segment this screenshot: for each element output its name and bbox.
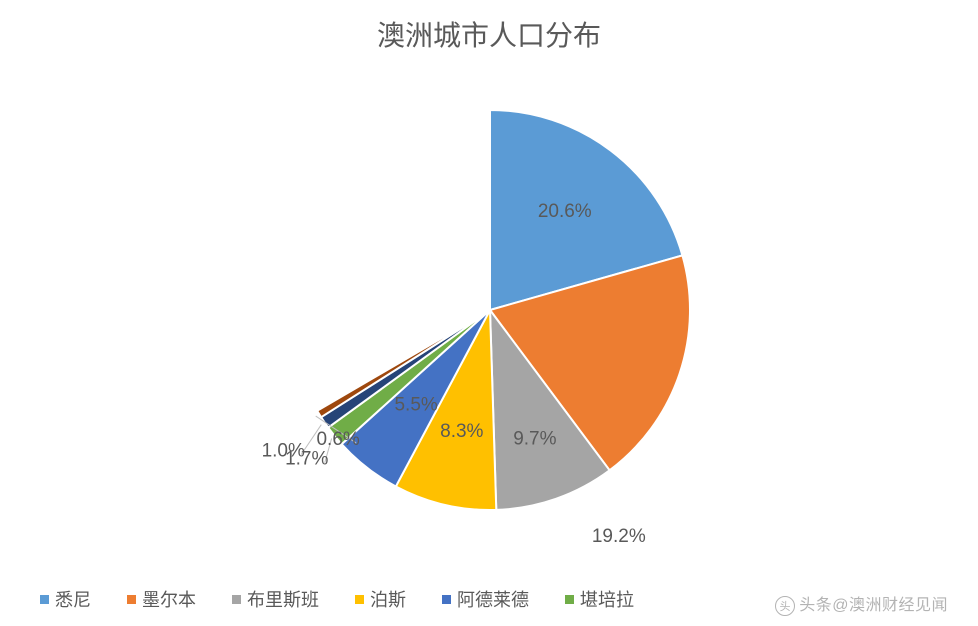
- legend-item: 泊斯: [355, 586, 406, 612]
- legend-item: 堪培拉: [565, 586, 634, 612]
- legend-item: 悉尼: [40, 586, 91, 612]
- legend-marker: [127, 595, 136, 604]
- legend-item: 布里斯班: [232, 586, 319, 612]
- slice-label: 20.6%: [538, 201, 592, 222]
- legend-label: 堪培拉: [580, 586, 634, 612]
- watermark-icon: 头: [775, 596, 795, 616]
- legend-label: 悉尼: [55, 586, 91, 612]
- pie-chart: 20.6%19.2%9.7%8.3%5.5%1.7%1.0%0.6%: [0, 50, 978, 570]
- legend-marker: [40, 595, 49, 604]
- watermark-text: 头条@澳洲财经见闻: [799, 597, 948, 614]
- legend-label: 墨尔本: [142, 586, 196, 612]
- chart-container: 澳洲城市人口分布 20.6%19.2%9.7%8.3%5.5%1.7%1.0%0…: [0, 0, 978, 626]
- slice-label: 9.7%: [513, 428, 556, 449]
- legend-marker: [565, 595, 574, 604]
- legend-marker: [355, 595, 364, 604]
- legend-item: 阿德莱德: [442, 586, 529, 612]
- legend-label: 阿德莱德: [457, 586, 529, 612]
- slice-label: 19.2%: [592, 526, 646, 547]
- chart-title: 澳洲城市人口分布: [0, 14, 978, 54]
- legend-label: 泊斯: [370, 586, 406, 612]
- slice-label: 1.0%: [262, 441, 305, 462]
- legend-item: 墨尔本: [127, 586, 196, 612]
- slice-label: 0.6%: [316, 429, 359, 450]
- slice-label: 8.3%: [440, 421, 483, 442]
- legend-marker: [232, 595, 241, 604]
- legend-label: 布里斯班: [247, 586, 319, 612]
- slice-label: 5.5%: [394, 395, 437, 416]
- watermark: 头头条@澳洲财经见闻: [775, 591, 948, 616]
- legend-marker: [442, 595, 451, 604]
